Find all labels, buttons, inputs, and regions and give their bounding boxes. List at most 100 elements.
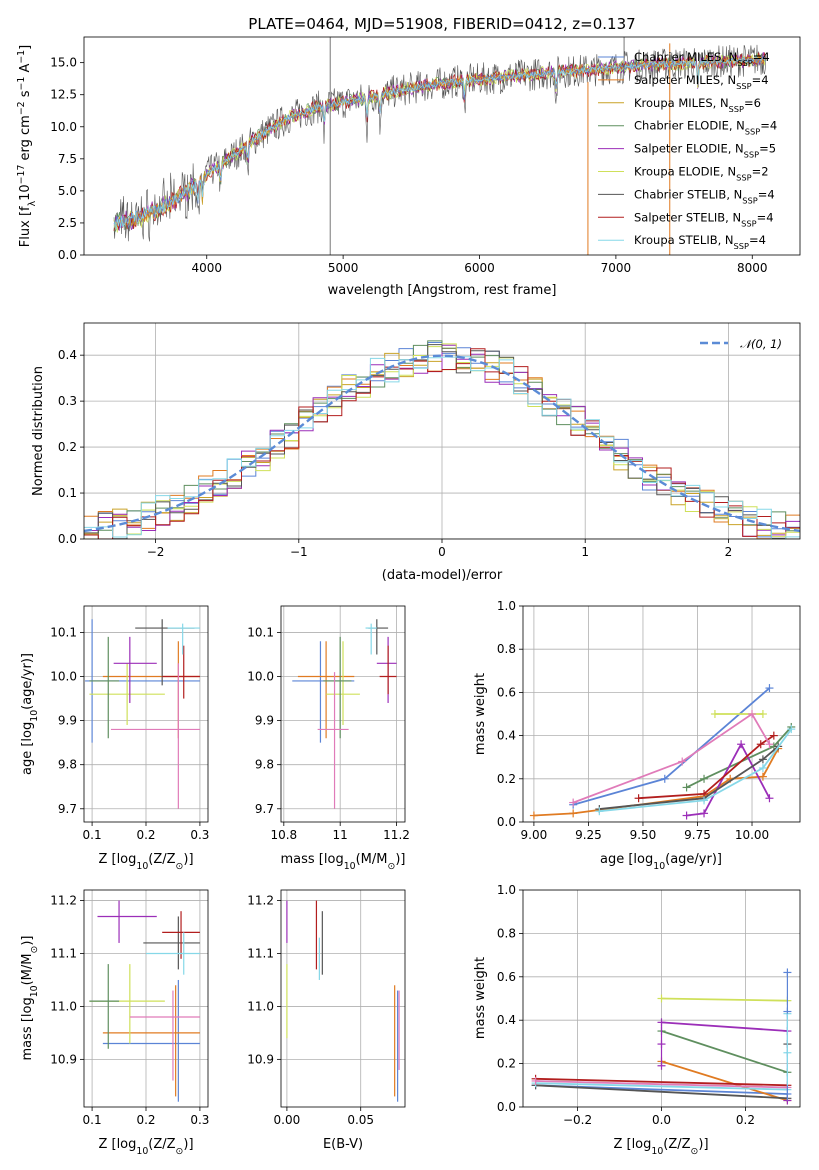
- label-part: Z [log: [98, 852, 136, 867]
- label-part: =4: [757, 210, 774, 224]
- label-part: Salpeter ELODIE, N: [634, 142, 744, 156]
- y-tick-label: 0.4: [58, 348, 77, 362]
- x-axis-label: Z [log10(Z/Z⊙)]: [98, 852, 193, 872]
- x-tick-label: 6000: [464, 261, 495, 275]
- label-part: Chabrier STELIB, N: [634, 187, 742, 201]
- label-part: (Z/Z: [663, 1137, 690, 1152]
- label-part: SSP: [734, 241, 749, 251]
- plot-area: [281, 606, 405, 822]
- label-part: Salpeter MILES, N: [634, 73, 736, 87]
- axes-frame: [83, 36, 801, 256]
- legend-label: 𝒩(0, 1): [740, 337, 782, 351]
- y-tick-label: 11.0: [247, 999, 274, 1013]
- label-part: 10: [29, 710, 40, 722]
- y-tick-label: 0.3: [58, 394, 77, 408]
- axes-frame: [280, 889, 406, 1108]
- label-part: SSP: [737, 58, 752, 68]
- label-part: Kroupa ELODIE, N: [634, 165, 736, 179]
- label-part: SSP: [736, 81, 751, 91]
- label-part: =4: [753, 50, 770, 64]
- x-tick-label: 0.2: [736, 1113, 755, 1127]
- plot-area: [113, 37, 767, 255]
- axes-massweight-vs-age: 9.00 9.25 9.50 9.75 10.00 0.0 0.2 0.4 0.6 0.8 1.0: [497, 599, 801, 842]
- series-line-kroupa_stelib: [535, 1082, 788, 1091]
- y-axis-label: Flux [fλ10−17 erg cm−2 s−1 A−1]: [16, 45, 38, 247]
- label-part: Flux [f: [18, 206, 33, 247]
- series-line-salpeter_elodie: [661, 1021, 788, 1032]
- x-axis-label: (data-model)/error: [382, 568, 503, 583]
- axes-frame: [522, 605, 801, 823]
- y-tick-label: 0.0: [58, 532, 77, 546]
- y-tick-label: 9.9: [58, 714, 77, 728]
- label-part: ⊙: [387, 861, 395, 872]
- x-tick-label: 8000: [737, 261, 768, 275]
- y-tick-label: 11.2: [247, 894, 274, 908]
- y-tick-label: 9.8: [58, 758, 77, 772]
- x-axis-label: mass [log10(M/M⊙)]: [281, 852, 406, 872]
- label-part: (M/M: [20, 954, 35, 986]
- y-tick-label: 9.7: [255, 802, 274, 816]
- y-tick-label: 10.0: [50, 670, 77, 684]
- plot-area: [84, 890, 208, 1107]
- y-tick-label: 0.0: [497, 1100, 516, 1114]
- axes-frame: [83, 322, 801, 540]
- y-tick-label: 0.0: [497, 815, 516, 829]
- y-tick-label: 0.4: [497, 729, 516, 743]
- axes-mass-vs-EBV: 0.00 0.05 10.9 11.0 11.1 11.2: [247, 889, 406, 1127]
- axes-spectrum: 4000 5000 6000 7000 8000 0.0 2.5 5.0 7.5 10.0 12.5…: [50, 36, 801, 275]
- y-tick-label: 0.1: [58, 486, 77, 500]
- y-axis-label: mass [log10(M/M⊙)]: [20, 936, 40, 1061]
- label-part: (Z/Z: [148, 852, 175, 867]
- label-part: 10: [136, 1146, 148, 1157]
- label-part: =5: [759, 142, 776, 156]
- axes-residuals: −2 −1 0 1 2 0.0 0.1 0.2 0.3 0.4: [58, 322, 801, 559]
- y-tick-label: 0.2: [497, 1057, 516, 1071]
- y-tick-label: 11.1: [247, 947, 274, 961]
- histogram-chabrier_stelib: [84, 344, 800, 539]
- y-tick-label: 11.1: [50, 947, 77, 961]
- histogram-salpeter_elodie: [84, 344, 800, 537]
- axes-age-vs-Z: 0.1 0.2 0.3 9.7 9.8 9.9 10.0 10.1: [50, 605, 209, 842]
- label-part: =4: [758, 187, 775, 201]
- label-part: )]: [698, 1137, 708, 1152]
- series-line-pink: [535, 1080, 788, 1089]
- label-part: ⊙: [176, 861, 184, 872]
- x-tick-label: 4000: [191, 261, 222, 275]
- label-part: SSP: [736, 173, 751, 183]
- plot-area: [281, 890, 405, 1107]
- label-part: )]: [20, 936, 35, 946]
- histogram-kroupa_stelib: [84, 356, 800, 539]
- axes-frame: [83, 889, 209, 1108]
- legend-label: Salpeter STELIB, NSSP=4: [634, 210, 774, 228]
- y-axis-label: mass weight: [473, 673, 488, 755]
- y-tick-label: 15.0: [50, 56, 77, 70]
- x-tick-label: 0.2: [136, 828, 155, 842]
- x-tick-label: 9.50: [630, 828, 657, 842]
- label-part: SSP: [744, 150, 759, 160]
- legend-label: Kroupa MILES, NSSP=6: [634, 96, 761, 114]
- plot-area: [523, 890, 800, 1107]
- label-part: SSP: [745, 127, 760, 137]
- label-part: ⊙: [691, 1146, 699, 1157]
- y-tick-label: 9.7: [58, 802, 77, 816]
- label-part: −2: [16, 101, 27, 115]
- y-tick-label: 9.8: [255, 758, 274, 772]
- label-part: 10: [344, 861, 356, 872]
- axes-mass-vs-Z: 0.1 0.2 0.3 10.9 11.0 11.1 11.2: [50, 889, 209, 1127]
- label-part: )]: [395, 852, 405, 867]
- series-line-chabrier_elodie: [661, 1030, 788, 1074]
- legend-label: Chabrier MILES, NSSP=4: [634, 50, 770, 68]
- label-part: )]: [183, 1137, 193, 1152]
- label-part: Chabrier ELODIE, N: [634, 119, 745, 133]
- x-tick-label: 0.05: [347, 1113, 374, 1127]
- x-tick-label: 0.00: [274, 1113, 301, 1127]
- x-tick-label: 9.00: [521, 828, 548, 842]
- label-part: Salpeter STELIB, N: [634, 210, 741, 224]
- x-tick-label: 11.2: [383, 828, 410, 842]
- spectrum-line-kroupa_stelib: [113, 56, 766, 230]
- label-part: =6: [744, 96, 761, 110]
- gaussian-curve: [84, 354, 800, 533]
- label-part: =4: [760, 119, 777, 133]
- y-tick-label: 1.0: [497, 599, 516, 613]
- label-part: Z [log: [98, 1137, 136, 1152]
